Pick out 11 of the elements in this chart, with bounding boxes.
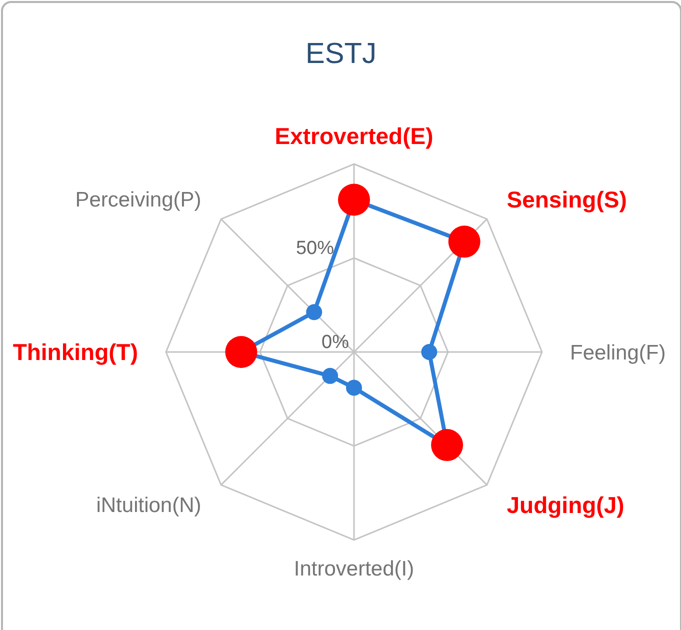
spoke-label: Extroverted(E) xyxy=(274,123,434,150)
spoke-label: Introverted(I) xyxy=(294,557,414,580)
spoke-label: Thinking(T) xyxy=(12,339,138,366)
spoke-label: Sensing(S) xyxy=(506,186,627,212)
y-tick-label: 0% xyxy=(322,332,350,353)
spoke-label: iNtuition(N) xyxy=(96,494,202,518)
y-tick-label: 50% xyxy=(296,238,334,259)
spoke-label: Feeling(F) xyxy=(570,341,666,364)
chart-title: ESTJ xyxy=(306,38,376,70)
spoke-label: Perceiving(P) xyxy=(75,188,202,212)
spoke-label: Judging(J) xyxy=(506,492,624,518)
